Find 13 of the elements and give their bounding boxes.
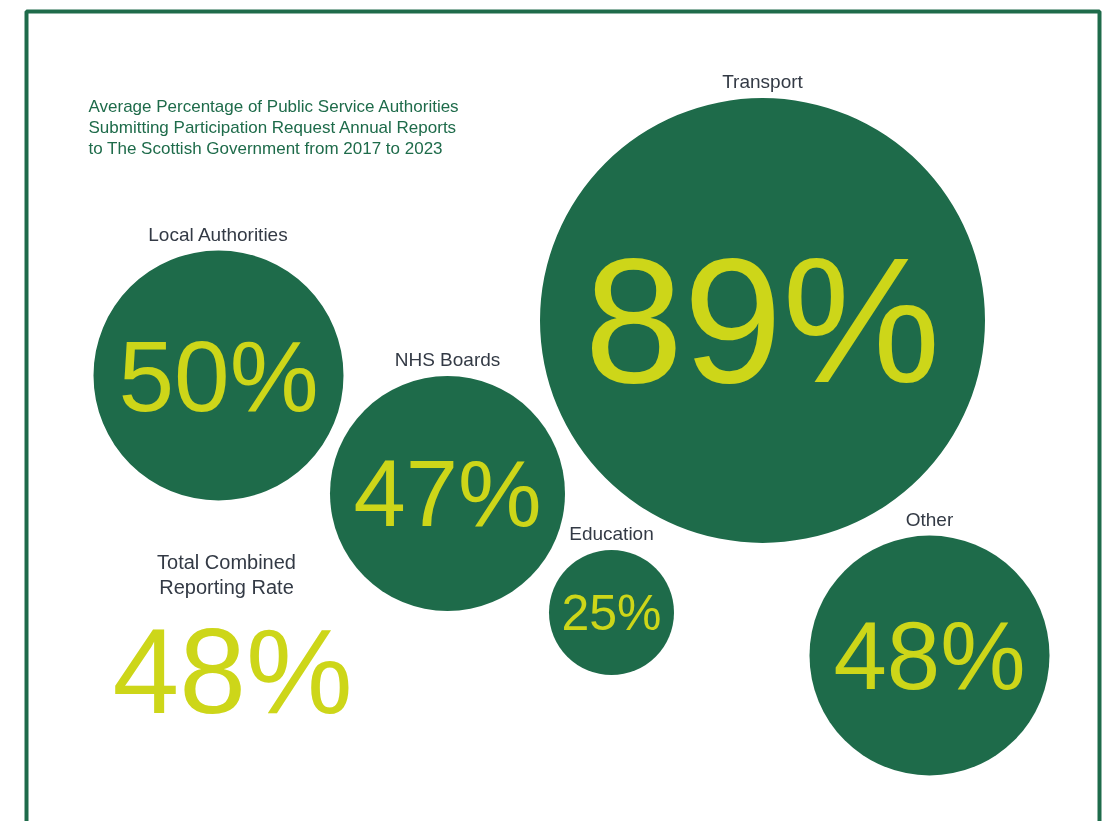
text: Average Percentage of Public Service Authorities Submitting Participation Request Annual Reports to The Scottish Government from 2017 to 2023 [88, 96, 459, 158]
data-label: 89% [584, 221, 941, 420]
data-label: 47% [353, 441, 542, 546]
text: 48% [112, 603, 353, 738]
category-label: Transport [722, 71, 804, 92]
category-label: Other [905, 508, 954, 530]
text: Total Combined Reporting Rate [157, 550, 296, 598]
data-label: 25% [561, 584, 662, 641]
category-label: Education [569, 523, 654, 544]
category-label: NHS Boards [394, 349, 501, 370]
data-label: 50% [118, 319, 319, 432]
category-label: Local Authorities [148, 223, 288, 245]
data-label: 48% [833, 602, 1026, 709]
